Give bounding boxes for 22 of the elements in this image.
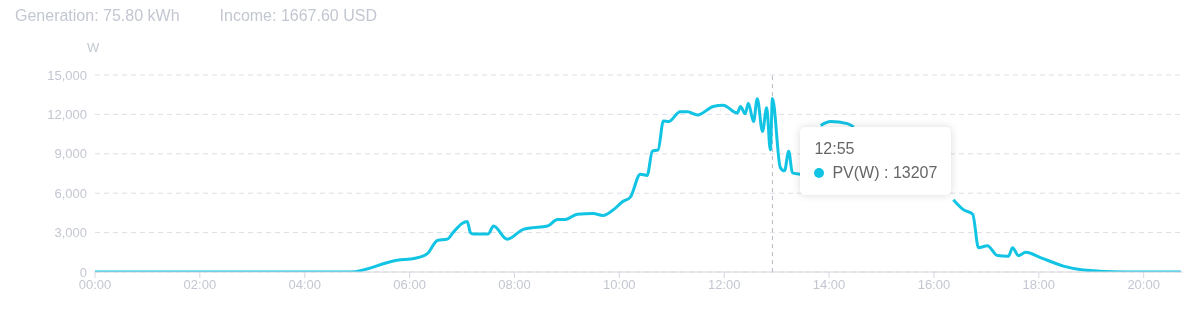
annotation: 12:55 xyxy=(814,138,856,159)
x-tick-label: 00:00 xyxy=(78,277,112,293)
x-tick-label: 14:00 xyxy=(812,277,846,293)
x-tick-label: 10:00 xyxy=(603,277,636,293)
annotation: PV(W) : 13207 xyxy=(832,162,938,183)
chart-subtitle: Income: 1667.60 USD xyxy=(219,7,377,26)
y-axis-title: W xyxy=(87,40,100,55)
y-tick-label: 12,000 xyxy=(47,107,87,123)
x-tick-label: 04:00 xyxy=(288,277,322,293)
y-tick-label: 15,000 xyxy=(47,67,87,83)
y-tick-label: 6,000 xyxy=(54,185,87,201)
y-tick-label: 0 xyxy=(79,264,87,280)
x-tick-label: 12:00 xyxy=(707,277,741,293)
y-tick-label: 3,000 xyxy=(54,225,87,241)
x-tick-label: 20:00 xyxy=(1127,277,1160,293)
x-tick-label: 06:00 xyxy=(393,277,426,293)
x-tick-label: 16:00 xyxy=(917,277,951,293)
x-tick-label: 02:00 xyxy=(183,277,217,293)
x-tick-label: 08:00 xyxy=(498,277,531,293)
chart-title: Generation: 75.80 kWh xyxy=(15,7,180,26)
x-tick-label: 18:00 xyxy=(1022,277,1056,293)
y-tick-label: 9,000 xyxy=(54,146,87,162)
